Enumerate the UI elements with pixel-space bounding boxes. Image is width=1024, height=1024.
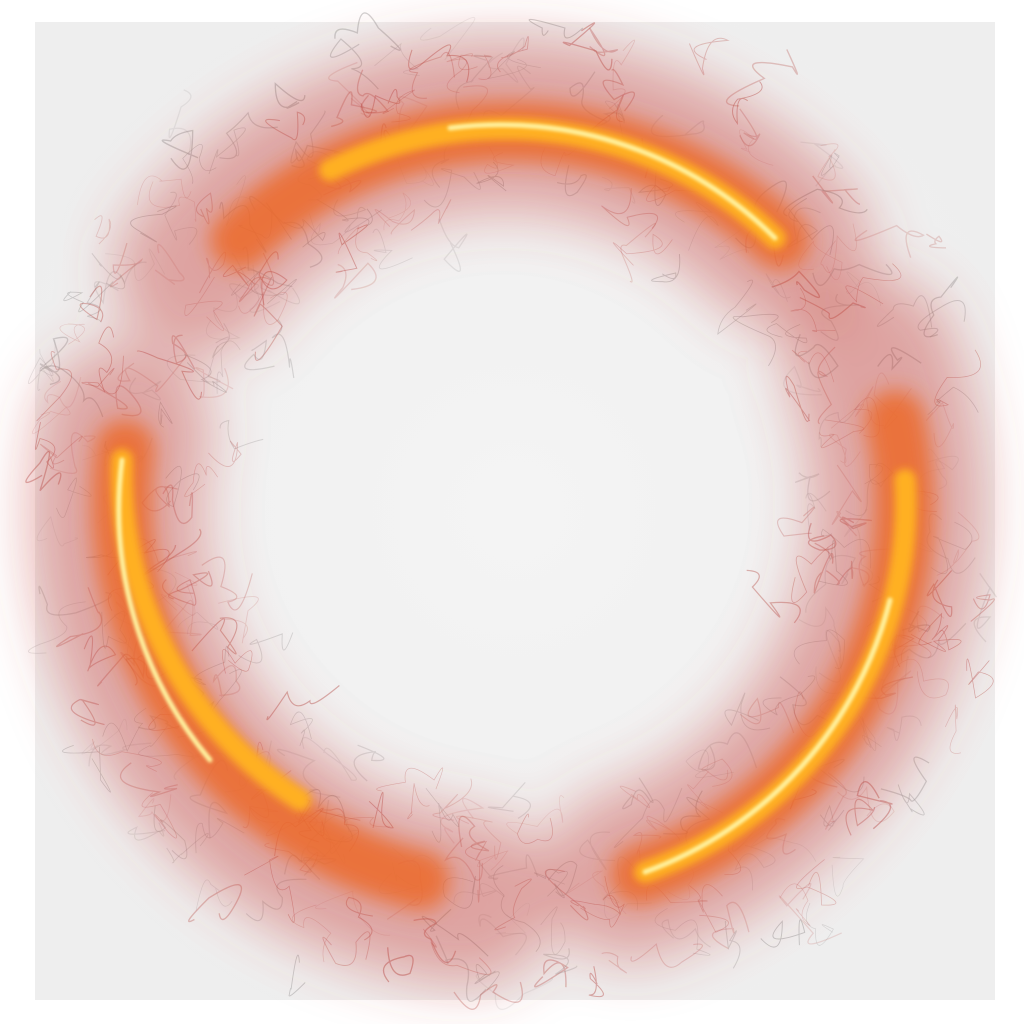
wisp (39, 336, 69, 386)
wisp (244, 339, 275, 371)
wisp (438, 218, 468, 272)
wisp (973, 573, 997, 643)
wisp (966, 658, 994, 699)
wisp (376, 767, 444, 792)
wisp (506, 795, 565, 834)
wisp (301, 737, 357, 781)
wisp (805, 902, 834, 946)
wisp (778, 882, 842, 945)
wisp (334, 12, 401, 51)
wisp (795, 472, 831, 502)
wisp (201, 556, 253, 611)
wisp (880, 756, 930, 802)
wisp (760, 919, 806, 948)
wisp (86, 281, 102, 323)
wisp (195, 879, 233, 911)
wisp (238, 632, 294, 664)
wisp (288, 954, 306, 997)
wisp (453, 981, 523, 1010)
wisp (926, 233, 947, 249)
wisp (688, 37, 730, 76)
wisp (779, 883, 811, 926)
wisp (289, 711, 313, 747)
wisp (805, 492, 827, 531)
wisp (39, 339, 56, 382)
wisp (63, 281, 114, 313)
wisp (651, 253, 681, 283)
wisp (353, 744, 385, 782)
wisp (59, 323, 85, 345)
wisp (534, 959, 569, 988)
wisp (219, 419, 264, 450)
wisp (79, 285, 104, 323)
wisp (897, 784, 925, 816)
wisp (183, 354, 227, 393)
wisp (528, 18, 584, 39)
arc-core (116, 122, 893, 875)
wisp (334, 262, 377, 299)
wisp (94, 215, 112, 245)
wisp (271, 319, 295, 379)
wisp (630, 943, 703, 968)
wisp (27, 357, 54, 391)
wisp (831, 856, 865, 897)
wisp (970, 594, 995, 622)
wisp (796, 859, 837, 906)
wisp (543, 948, 578, 975)
wisp (800, 141, 844, 187)
wisp (208, 440, 242, 467)
wisp (487, 782, 531, 819)
wisp (195, 367, 234, 399)
wisp (945, 704, 962, 754)
wisp (168, 89, 192, 156)
wisp (588, 966, 604, 998)
wisp (218, 596, 259, 644)
